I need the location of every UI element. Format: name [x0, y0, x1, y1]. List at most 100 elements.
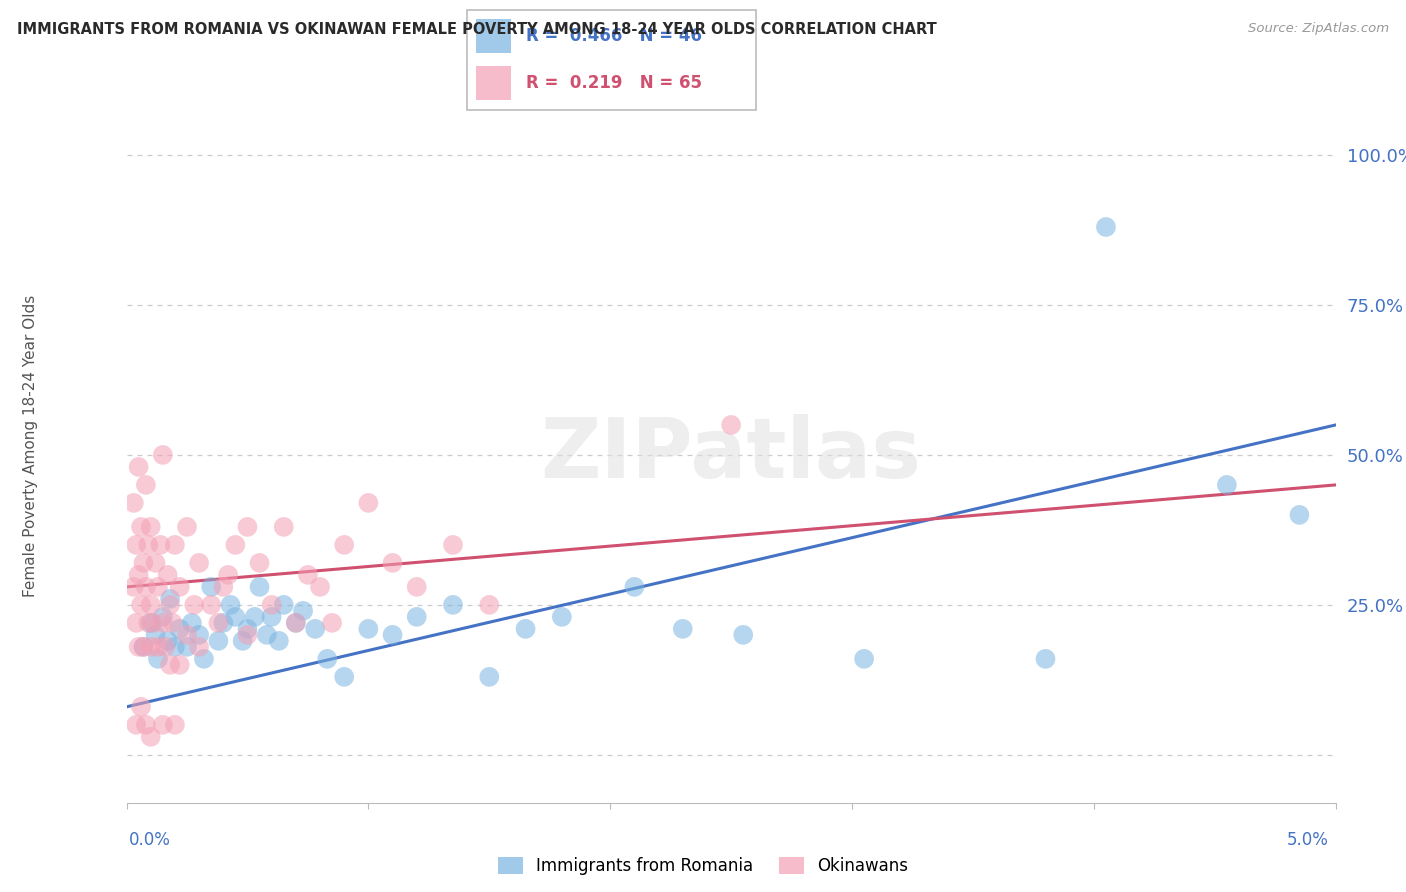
Bar	[475, 66, 512, 100]
Point	[304, 622, 326, 636]
Point	[273, 598, 295, 612]
Point	[441, 538, 464, 552]
Legend: Immigrants from Romania, Okinawans: Immigrants from Romania, Okinawans	[492, 850, 914, 882]
Point	[145, 628, 167, 642]
Point	[267, 633, 290, 648]
Point	[200, 598, 222, 612]
Point	[441, 598, 464, 612]
Point	[146, 580, 169, 594]
Point	[333, 670, 356, 684]
Point	[169, 657, 191, 672]
Point	[212, 580, 235, 594]
Point	[321, 615, 343, 630]
Text: ZIPatlas: ZIPatlas	[541, 415, 921, 495]
Point	[260, 610, 283, 624]
Point	[183, 598, 205, 612]
Point	[333, 538, 356, 552]
Point	[132, 640, 155, 654]
Point	[224, 610, 246, 624]
Point	[219, 598, 242, 612]
Point	[292, 604, 315, 618]
Text: Source: ZipAtlas.com: Source: ZipAtlas.com	[1249, 22, 1389, 36]
Point	[125, 615, 148, 630]
Point	[297, 567, 319, 582]
Point	[672, 622, 695, 636]
Point	[188, 556, 211, 570]
Point	[176, 628, 198, 642]
Point	[152, 718, 174, 732]
Text: 0.0%: 0.0%	[129, 831, 172, 849]
Point	[128, 640, 150, 654]
Point	[136, 538, 159, 552]
Point	[273, 520, 295, 534]
Point	[1288, 508, 1310, 522]
Point	[163, 640, 186, 654]
Point	[733, 628, 755, 642]
Point	[236, 520, 259, 534]
Point	[478, 598, 501, 612]
Point	[249, 580, 271, 594]
Bar	[475, 19, 512, 53]
Point	[156, 567, 179, 582]
Point	[149, 538, 172, 552]
Point	[180, 615, 202, 630]
Text: Female Poverty Among 18-24 Year Olds: Female Poverty Among 18-24 Year Olds	[24, 295, 38, 597]
Point	[129, 520, 152, 534]
Point	[129, 598, 152, 612]
Point	[156, 633, 179, 648]
Point	[236, 628, 259, 642]
Text: 5.0%: 5.0%	[1286, 831, 1329, 849]
Point	[212, 615, 235, 630]
Point	[135, 580, 157, 594]
Point	[142, 615, 165, 630]
Point	[152, 610, 174, 624]
Point	[357, 622, 380, 636]
Point	[128, 567, 150, 582]
Point	[623, 580, 645, 594]
Point	[139, 520, 162, 534]
Point	[145, 556, 167, 570]
Point	[152, 615, 174, 630]
Point	[188, 628, 211, 642]
Point	[159, 591, 181, 606]
Point	[357, 496, 380, 510]
Point	[139, 598, 162, 612]
Point	[155, 640, 177, 654]
Point	[405, 610, 427, 624]
Point	[217, 567, 239, 582]
Point	[122, 580, 145, 594]
Point	[316, 652, 339, 666]
Point	[381, 628, 404, 642]
Text: R =  0.219   N = 65: R = 0.219 N = 65	[526, 74, 702, 92]
Point	[232, 633, 254, 648]
Point	[224, 538, 246, 552]
Point	[169, 622, 191, 636]
Point	[200, 580, 222, 594]
Point	[169, 580, 191, 594]
Point	[284, 615, 307, 630]
Point	[551, 610, 574, 624]
Point	[515, 622, 537, 636]
Text: R =  0.466   N = 46: R = 0.466 N = 46	[526, 27, 702, 45]
Point	[122, 496, 145, 510]
Point	[720, 417, 742, 432]
Point	[284, 615, 307, 630]
Point	[853, 652, 876, 666]
Point	[132, 640, 155, 654]
Point	[207, 633, 229, 648]
Point	[146, 652, 169, 666]
Point	[256, 628, 278, 642]
Point	[163, 538, 186, 552]
Point	[162, 615, 184, 630]
Point	[249, 556, 271, 570]
Text: IMMIGRANTS FROM ROMANIA VS OKINAWAN FEMALE POVERTY AMONG 18-24 YEAR OLDS CORRELA: IMMIGRANTS FROM ROMANIA VS OKINAWAN FEMA…	[17, 22, 936, 37]
Point	[193, 652, 215, 666]
Point	[243, 610, 266, 624]
Point	[135, 718, 157, 732]
Point	[139, 730, 162, 744]
Point	[136, 615, 159, 630]
Point	[260, 598, 283, 612]
Point	[146, 640, 169, 654]
Point	[129, 699, 152, 714]
Point	[176, 640, 198, 654]
